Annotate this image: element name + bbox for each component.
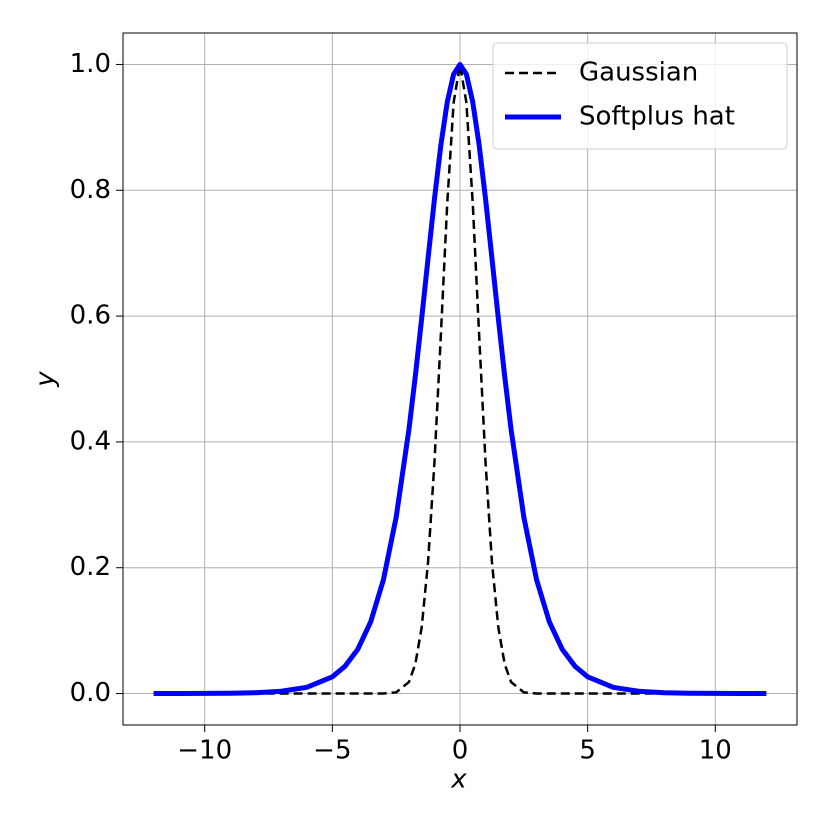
x-tick-label: −10: [177, 736, 232, 766]
legend: Gaussian Softplus hat: [492, 42, 788, 150]
x-tick-label: 10: [699, 736, 732, 766]
y-tick-label: 0.4: [70, 426, 111, 456]
x-axis-label: x: [450, 765, 467, 795]
y-axis-label: y: [31, 371, 61, 388]
legend-label: Gaussian: [579, 58, 698, 88]
series-line: [153, 61, 767, 697]
plot-frame: [122, 32, 798, 726]
y-tick-label: 0.8: [70, 175, 111, 205]
y-tick-label: 0.2: [70, 552, 111, 582]
x-tick-label: −5: [313, 736, 351, 766]
x-tick-label: 5: [579, 736, 596, 766]
legend-label: Softplus hat: [579, 102, 735, 132]
x-tick-label: 0: [452, 736, 469, 766]
y-tick-label: 0.0: [70, 678, 111, 708]
legend-box: [492, 42, 788, 150]
y-tick-label: 0.6: [70, 301, 111, 331]
y-tick-label: 1.0: [70, 49, 111, 79]
